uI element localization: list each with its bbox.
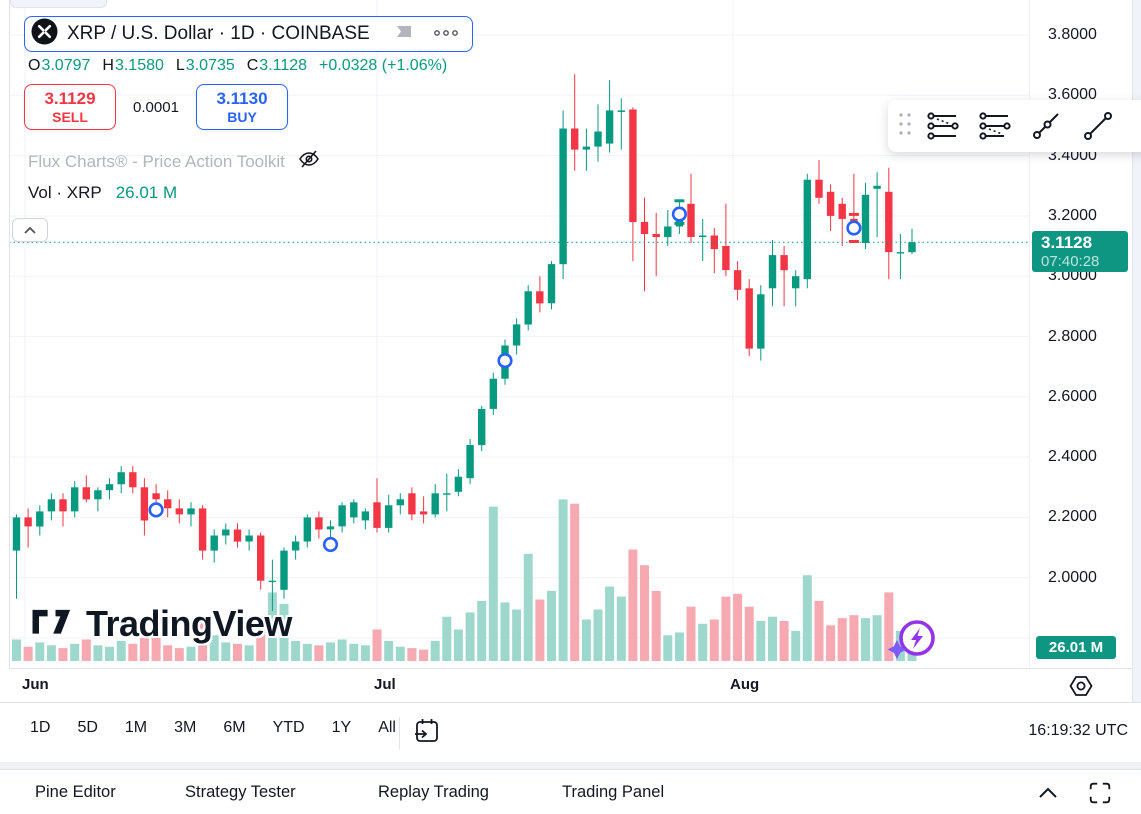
footer-tab-pine-editor[interactable]: Pine Editor [35, 783, 116, 801]
last-price-badge: 3.1128 07:40:28 [1032, 231, 1128, 272]
low-label: L [175, 57, 185, 74]
left-pane-border [9, 0, 10, 762]
fullscreen-button[interactable] [1086, 779, 1114, 807]
high-label: H [102, 57, 114, 74]
right-edge-strip [1132, 0, 1141, 762]
flux-charts-logo-icon [884, 616, 942, 669]
flux-indicator-title: Flux Charts® - Price Action Toolkit [28, 151, 285, 171]
open-value: 3.0797 [41, 57, 91, 74]
ohlc-legend: O 3.0797 H 3.1580 L 3.0735 C 3.1128 +0.0328 … [28, 57, 447, 75]
footer-tab-trading-panel[interactable]: Trading Panel [562, 783, 665, 801]
price-tick-label: 3.8000 [1048, 26, 1097, 43]
price-tick-label: 2.6000 [1048, 388, 1097, 405]
more-options-icon[interactable] [432, 25, 460, 43]
maximize-icon [1089, 782, 1111, 804]
range-button-all[interactable]: All [378, 719, 396, 736]
buy-price: 3.1130 [216, 89, 268, 109]
volume-indicator-label: Vol · XRP [28, 183, 102, 202]
buy-button[interactable]: 3.1130 BUY [196, 84, 288, 130]
indicator-row-flux[interactable]: Flux Charts® - Price Action Toolkit [28, 148, 321, 175]
buy-label: BUY [227, 108, 257, 125]
watermark-text: TradingView [86, 602, 292, 644]
bar-countdown: 07:40:28 [1041, 252, 1100, 270]
high-value: 3.1580 [114, 57, 164, 74]
trendline-short-tool-icon[interactable] [1024, 106, 1068, 146]
month-label: Jul [374, 676, 396, 693]
footer-tab-strategy-tester[interactable]: Strategy Tester [185, 783, 296, 801]
toolbar-divider [399, 717, 400, 749]
price-tick-label: 2.4000 [1048, 448, 1097, 465]
range-button-ytd[interactable]: YTD [272, 719, 305, 736]
clipped-toolbar-edge [10, 0, 107, 8]
close-label: C [246, 57, 259, 74]
volume-badge: 26.01 M [1036, 636, 1116, 659]
chevron-up-icon [1039, 787, 1057, 798]
symbol-button[interactable]: XRP / U.S. Dollar · 1D · COINBASE [24, 16, 473, 52]
legend-collapse-button[interactable] [12, 218, 48, 242]
bottom-panel: Pine Editor Strategy Tester Replay Trading… [0, 770, 1141, 814]
month-label: Jun [22, 676, 49, 693]
indicator-row-volume[interactable]: Vol · XRP 26.01 M [28, 183, 177, 203]
spread-value: 0.0001 [133, 98, 179, 116]
goto-date-calendar-icon[interactable] [412, 716, 444, 748]
sell-price: 3.1129 [44, 89, 96, 109]
open-label: O [28, 57, 41, 74]
range-button-1m[interactable]: 1M [124, 719, 148, 736]
sell-button[interactable]: 3.1129 SELL [24, 84, 116, 130]
tradingview-watermark: TradingView [30, 600, 292, 647]
levels-trend-tool-2-icon[interactable] [972, 106, 1016, 146]
panel-expand-button[interactable] [1034, 779, 1062, 807]
range-button-1d[interactable]: 1D [30, 719, 51, 736]
chart-canvas[interactable] [0, 0, 1141, 668]
floating-drawing-toolbar [888, 100, 1141, 152]
range-buttons: 1D 5D 1M 3M 6M YTD 1Y All [30, 719, 396, 737]
drag-handle-icon[interactable] [898, 111, 912, 142]
close-value: 3.1128 [259, 57, 308, 74]
sell-label: SELL [52, 108, 88, 125]
xrp-logo-icon [31, 18, 58, 50]
symbol-title: XRP / U.S. Dollar · 1D · COINBASE [67, 23, 370, 44]
levels-trend-tool-icon[interactable] [920, 106, 964, 146]
range-button-6m[interactable]: 6M [223, 719, 246, 736]
price-tick-label: 3.2000 [1048, 207, 1097, 224]
clock-utc[interactable]: 16:19:32 UTC [1028, 722, 1128, 739]
change-value: +0.0328 (+1.06%) [319, 57, 448, 74]
trendline-long-tool-icon[interactable] [1076, 106, 1120, 146]
trade-widget: 3.1129 SELL 0.0001 3.1130 BUY [24, 84, 288, 130]
price-tick-label: 2.8000 [1048, 328, 1097, 345]
panel-separator [0, 762, 1141, 770]
price-tick-label: 3.6000 [1048, 86, 1097, 103]
volume-indicator-value: 26.01 M [115, 183, 178, 202]
price-tick-label: 2.2000 [1048, 508, 1097, 525]
range-button-5d[interactable]: 5D [77, 719, 98, 736]
footer-tab-replay-trading[interactable]: Replay Trading [378, 783, 489, 801]
range-toolbar: 1D 5D 1M 3M 6M YTD 1Y All 16:19:32 UTC [0, 702, 1141, 762]
eye-off-icon[interactable] [297, 148, 321, 175]
range-button-1y[interactable]: 1Y [331, 719, 352, 736]
low-value: 3.0735 [185, 57, 235, 74]
time-axis[interactable]: Jun Jul Aug [9, 668, 1132, 702]
hexagon-settings-icon[interactable] [1066, 671, 1096, 701]
tradingview-logo-icon [30, 600, 76, 647]
chevron-up-icon [24, 226, 36, 234]
range-button-3m[interactable]: 3M [174, 719, 197, 736]
month-label: Aug [730, 676, 760, 693]
price-tick-label: 2.0000 [1048, 569, 1097, 586]
last-price-value: 3.1128 [1041, 233, 1093, 252]
flag-icon[interactable] [393, 23, 413, 46]
